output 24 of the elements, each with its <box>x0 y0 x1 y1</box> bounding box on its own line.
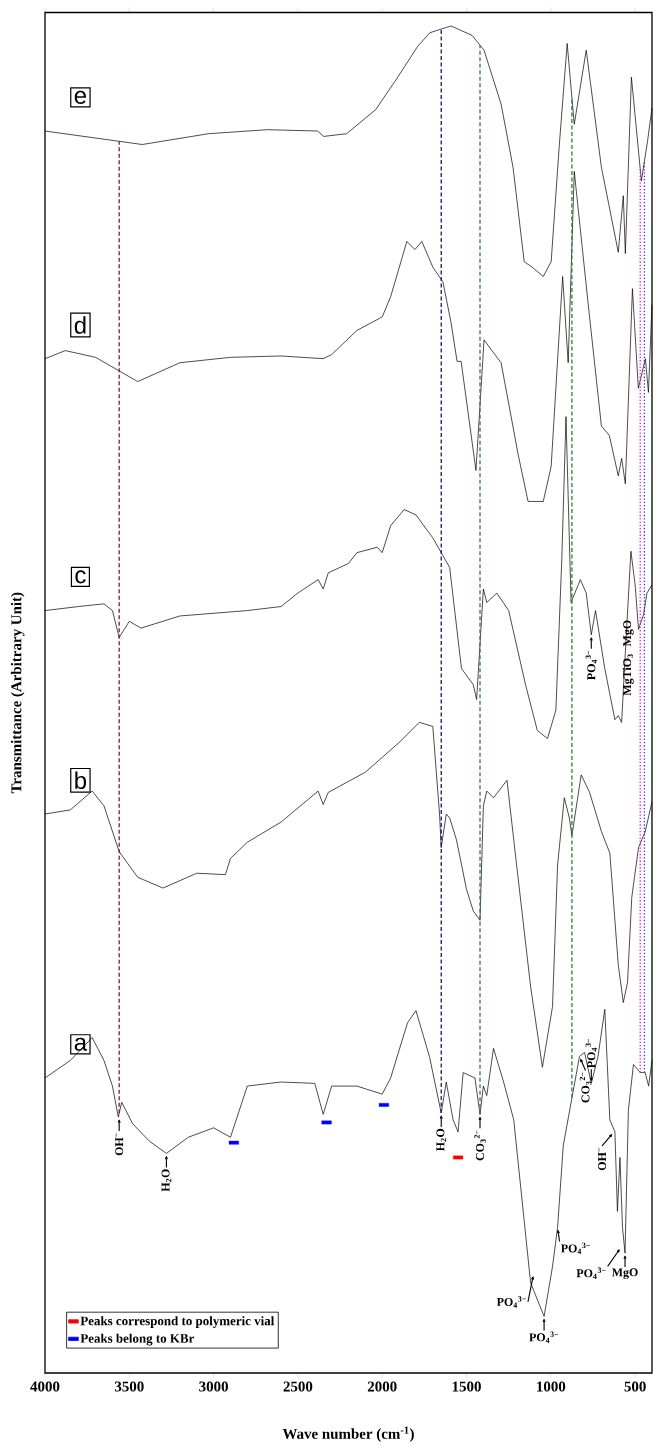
annotation: H$_{2}$O <box>436 1128 447 1152</box>
x-tick-label: 1500 <box>452 1381 481 1392</box>
legend-label: Peaks correspond to polymeric vial <box>80 1316 275 1328</box>
x-tick-label: 3000 <box>199 1381 228 1392</box>
x-tick-label: 500 <box>624 1381 646 1392</box>
x-tick-label: 2000 <box>367 1381 397 1392</box>
annotation: MgO <box>623 620 634 647</box>
x-axis-title: Wave number (cm$^{-1}$) <box>282 1426 414 1442</box>
series-label: b <box>75 771 87 790</box>
y-axis-title: Transmittance (Arbitrary Unit) <box>10 592 25 794</box>
series-label: d <box>74 316 86 334</box>
annotation: MgO <box>611 1268 638 1279</box>
x-tick-label: 1000 <box>537 1381 566 1392</box>
legend-label: Peaks belong to KBr <box>80 1333 195 1346</box>
x-tick-label: 4000 <box>30 1381 60 1392</box>
series-label: c <box>75 570 86 584</box>
series-label: e <box>74 90 86 104</box>
annotation: MgTiO$_{3}$ <box>622 654 634 696</box>
annotation: H$_{2}$O <box>161 1169 172 1192</box>
annotation: OH$^{−}$ <box>115 1133 124 1156</box>
x-tick-label: 3500 <box>114 1381 144 1392</box>
annotation: OH$^{−}$ <box>598 1147 607 1171</box>
x-tick-label: 2500 <box>283 1381 313 1392</box>
series-label: a <box>74 1037 88 1051</box>
